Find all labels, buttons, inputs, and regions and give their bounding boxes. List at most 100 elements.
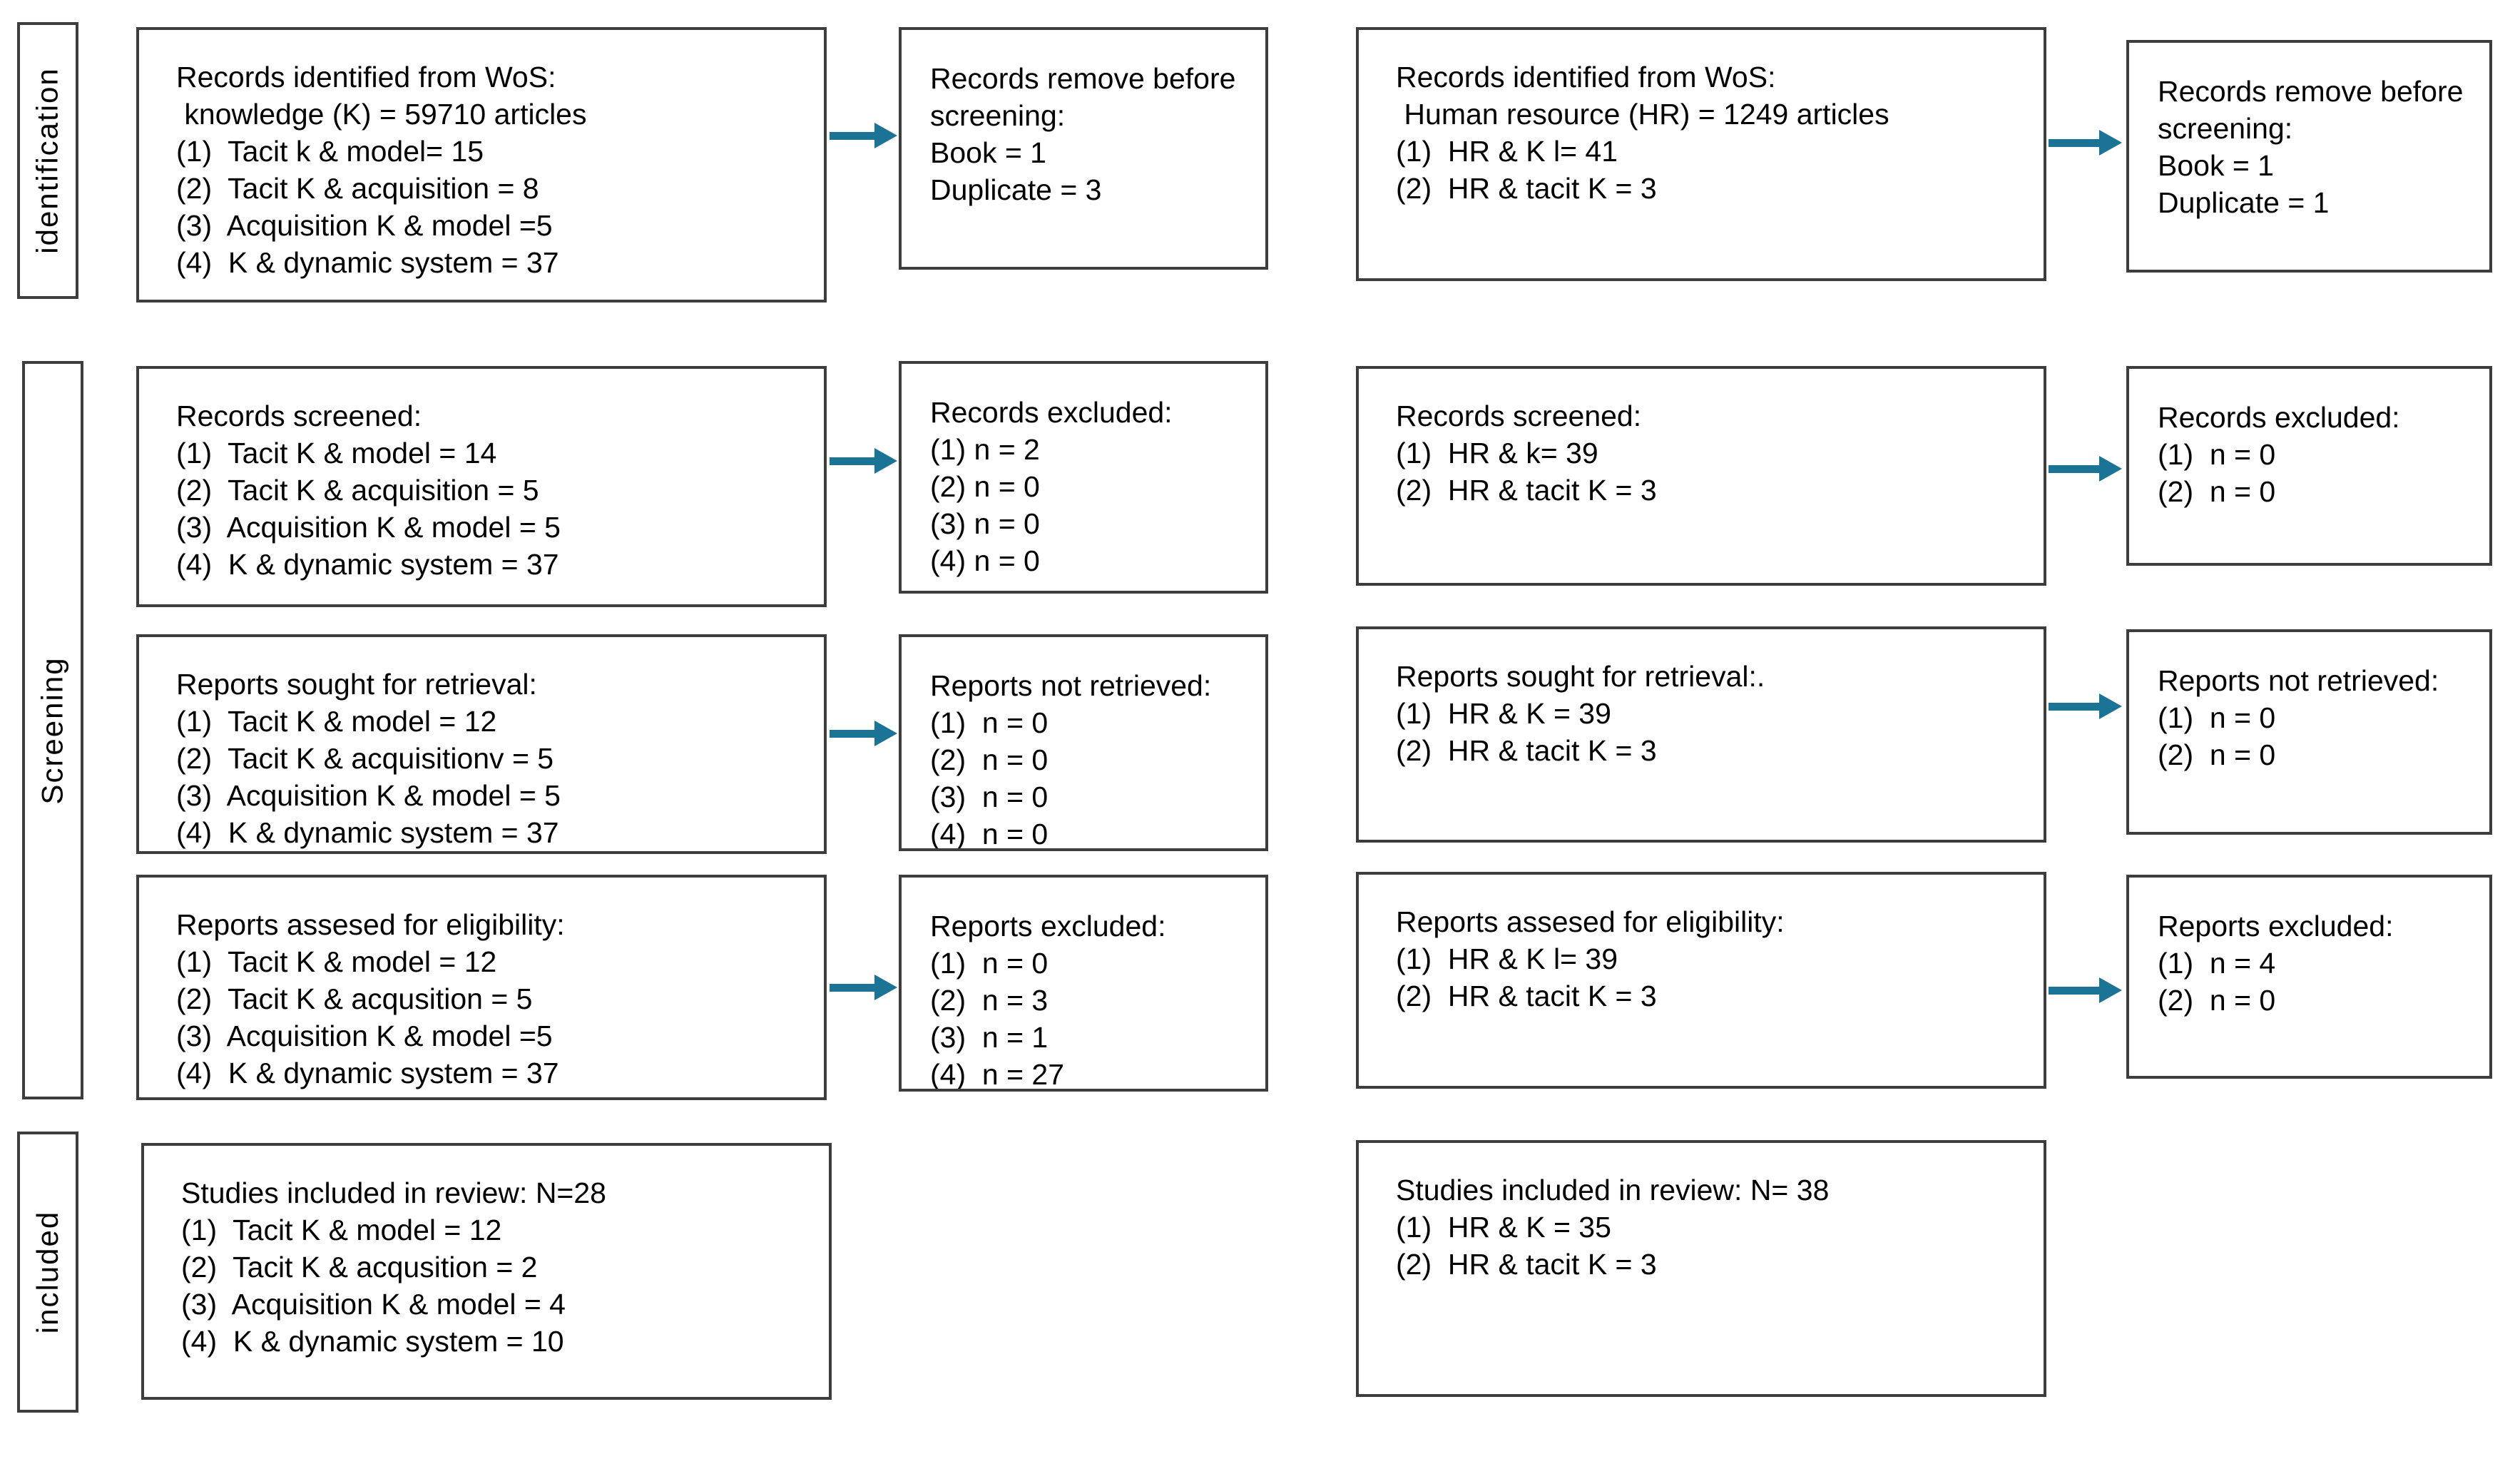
box-text-line: (1) n = 0 (2158, 438, 2276, 471)
box-text-line: Duplicate = 3 (930, 173, 1102, 206)
box-text-line: (2) n = 0 (2158, 738, 2276, 771)
stage-box-included: included (17, 1132, 78, 1413)
box-text-line: (2) n = 0 (930, 470, 1040, 503)
arrow-hr-screened-to-excluded (2049, 456, 2122, 482)
box-text-line: (2) Tacit K & acquisition = 8 (176, 172, 539, 205)
box-text-line: (3) Acquisition K & model =5 (176, 209, 553, 242)
box-text-line: (2) Tacit K & acqusition = 2 (181, 1251, 538, 1283)
box-text-line: (1) HR & k= 39 (1396, 437, 1598, 469)
box-text-line: (2) HR & tacit K = 3 (1396, 474, 1657, 507)
arrow-k-eligibility-to-excluded (830, 975, 897, 1000)
arrow-head-icon (874, 448, 897, 474)
box-text-line: (4) n = 0 (930, 818, 1049, 850)
box-text-line: (3) n = 0 (930, 781, 1049, 813)
box-text-line: (1) n = 0 (930, 706, 1049, 739)
arrow-head-icon (2099, 693, 2122, 719)
box-text-line: (4) K & dynamic system = 37 (176, 548, 559, 581)
arrow-shaft (830, 457, 874, 465)
stage-label-identification: identification (31, 67, 65, 254)
arrow-head-icon (2099, 977, 2122, 1003)
box-text-line: (1) n = 4 (2158, 947, 2276, 980)
arrow-shaft (2049, 138, 2099, 147)
box-text-line: (4) K & dynamic system = 37 (176, 246, 559, 279)
box-text-line: Duplicate = 1 (2158, 186, 2330, 219)
box-text-line: (2) Tacit K & acquisitionv = 5 (176, 742, 554, 775)
stage-label-included: included (31, 1210, 64, 1334)
box-text-line: Studies included in review: N= 38 (1396, 1174, 1830, 1206)
box-hr-included: Studies included in review: N= 38 (1) HR … (1356, 1140, 2046, 1397)
box-text-line: Records identified from WoS: (176, 61, 556, 93)
arrow-shaft (2049, 702, 2099, 711)
arrow-head-icon (874, 721, 897, 746)
box-text-line: Records screened: (1396, 400, 1642, 432)
box-text-line: (2) HR & tacit K = 3 (1396, 172, 1657, 205)
arrow-hr-identified-to-removed (2049, 130, 2122, 156)
box-text-line: (1) n = 0 (930, 947, 1049, 980)
box-text-line: (2) Tacit K & acqusition = 5 (176, 982, 533, 1015)
box-text-line: (1) HR & K l= 39 (1396, 942, 1618, 975)
stage-box-screening: Screening (22, 361, 83, 1099)
box-hr-screened: Records screened: (1) HR & k= 39 (2) HR & … (1356, 366, 2046, 586)
box-hr-reports-excluded: Reports excluded: (1) n = 4 (2) n = 0 (2126, 875, 2492, 1079)
box-text-line: (3) Acquisition K & model =5 (176, 1020, 553, 1052)
box-text-line: (3) n = 1 (930, 1021, 1049, 1054)
box-text-line: (4) n = 27 (930, 1058, 1065, 1091)
box-text-line: (3) Acquisition K & model = 5 (176, 779, 561, 812)
box-text-line: (2) n = 0 (2158, 475, 2276, 508)
box-text-line: (2) Tacit K & acquisition = 5 (176, 474, 539, 507)
box-text-line: (2) n = 0 (930, 743, 1049, 776)
box-text-line: Records screened: (176, 400, 422, 432)
box-k-screened: Records screened: (1) Tacit K & model = 1… (136, 366, 827, 607)
box-text-line: (2) HR & tacit K = 3 (1396, 1248, 1657, 1281)
arrow-shaft (830, 729, 874, 738)
box-k-retrieval: Reports sought for retrieval: (1) Tacit K… (136, 634, 827, 854)
box-text-line: (2) HR & tacit K = 3 (1396, 734, 1657, 767)
box-text-line: Reports sought for retrieval: (176, 668, 537, 701)
box-text-line: (4) K & dynamic system = 37 (176, 1057, 559, 1089)
box-k-eligibility: Reports assesed for eligibility: (1) Taci… (136, 875, 827, 1100)
box-text-line: (1) HR & K = 39 (1396, 697, 1611, 730)
arrow-hr-eligibility-to-excluded (2049, 977, 2122, 1003)
box-hr-retrieval: Reports sought for retrieval:. (1) HR & K… (1356, 626, 2046, 843)
box-text-line: (4) K & dynamic system = 10 (181, 1325, 564, 1358)
box-text-line: Reports excluded: (930, 910, 1166, 942)
box-text-line: Reports assesed for eligibility: (1396, 905, 1785, 938)
arrow-k-identified-to-removed (830, 123, 897, 148)
box-text-line: Records remove before screening: (2158, 75, 2471, 145)
arrow-hr-retrieval-to-not-retrieved (2049, 693, 2122, 719)
box-k-records-excluded: Records excluded: (1) n = 2 (2) n = 0 (3) n… (899, 361, 1268, 594)
box-hr-removed-before-screening: Records remove before screening: Book = 1… (2126, 40, 2492, 273)
box-text-line: Reports not retrieved: (2158, 664, 2439, 697)
box-text-line: (1) Tacit K & model = 12 (176, 945, 497, 978)
box-k-included: Studies included in review: N=28 (1) Taci… (141, 1143, 832, 1400)
box-text-line: Book = 1 (2158, 149, 2274, 182)
arrow-shaft (830, 983, 874, 992)
box-text-line: (2) n = 0 (2158, 984, 2276, 1017)
box-text-line: (4) n = 0 (930, 544, 1040, 577)
box-text-line: (1) Tacit K & model = 14 (176, 437, 497, 469)
arrow-shaft (830, 131, 874, 140)
box-hr-identified: Records identified from WoS: Human resou… (1356, 27, 2046, 281)
arrow-head-icon (874, 123, 897, 148)
box-text-line: Human resource (HR) = 1249 articles (1396, 98, 1889, 131)
box-hr-eligibility: Reports assesed for eligibility: (1) HR &… (1356, 872, 2046, 1089)
box-text-line: (1) n = 0 (2158, 701, 2276, 734)
box-text-line: Reports assesed for eligibility: (176, 908, 565, 941)
arrow-head-icon (874, 975, 897, 1000)
arrow-head-icon (2099, 130, 2122, 156)
box-text-line: (2) n = 3 (930, 984, 1049, 1017)
box-text-line: (4) K & dynamic system = 37 (176, 816, 559, 849)
box-text-line: (1) HR & K l= 41 (1396, 135, 1618, 168)
box-text-line: knowledge (K) = 59710 articles (176, 98, 587, 131)
box-text-line: (1) Tacit K & model = 12 (176, 705, 497, 738)
box-text-line: Records identified from WoS: (1396, 61, 1776, 93)
box-text-line: Book = 1 (930, 136, 1046, 169)
box-text-line: (3) Acquisition K & model = 5 (176, 511, 561, 544)
box-text-line: (1) HR & K = 35 (1396, 1211, 1611, 1244)
box-text-line: Reports excluded: (2158, 910, 2394, 942)
box-k-identified: Records identified from WoS: knowledge (… (136, 27, 827, 303)
box-hr-not-retrieved: Reports not retrieved: (1) n = 0 (2) n = 0 (2126, 629, 2492, 835)
box-k-reports-excluded: Reports excluded: (1) n = 0 (2) n = 3 (3) n… (899, 875, 1268, 1092)
stage-box-identification: identification (17, 22, 78, 299)
stage-label-screening: Screening (36, 656, 69, 805)
